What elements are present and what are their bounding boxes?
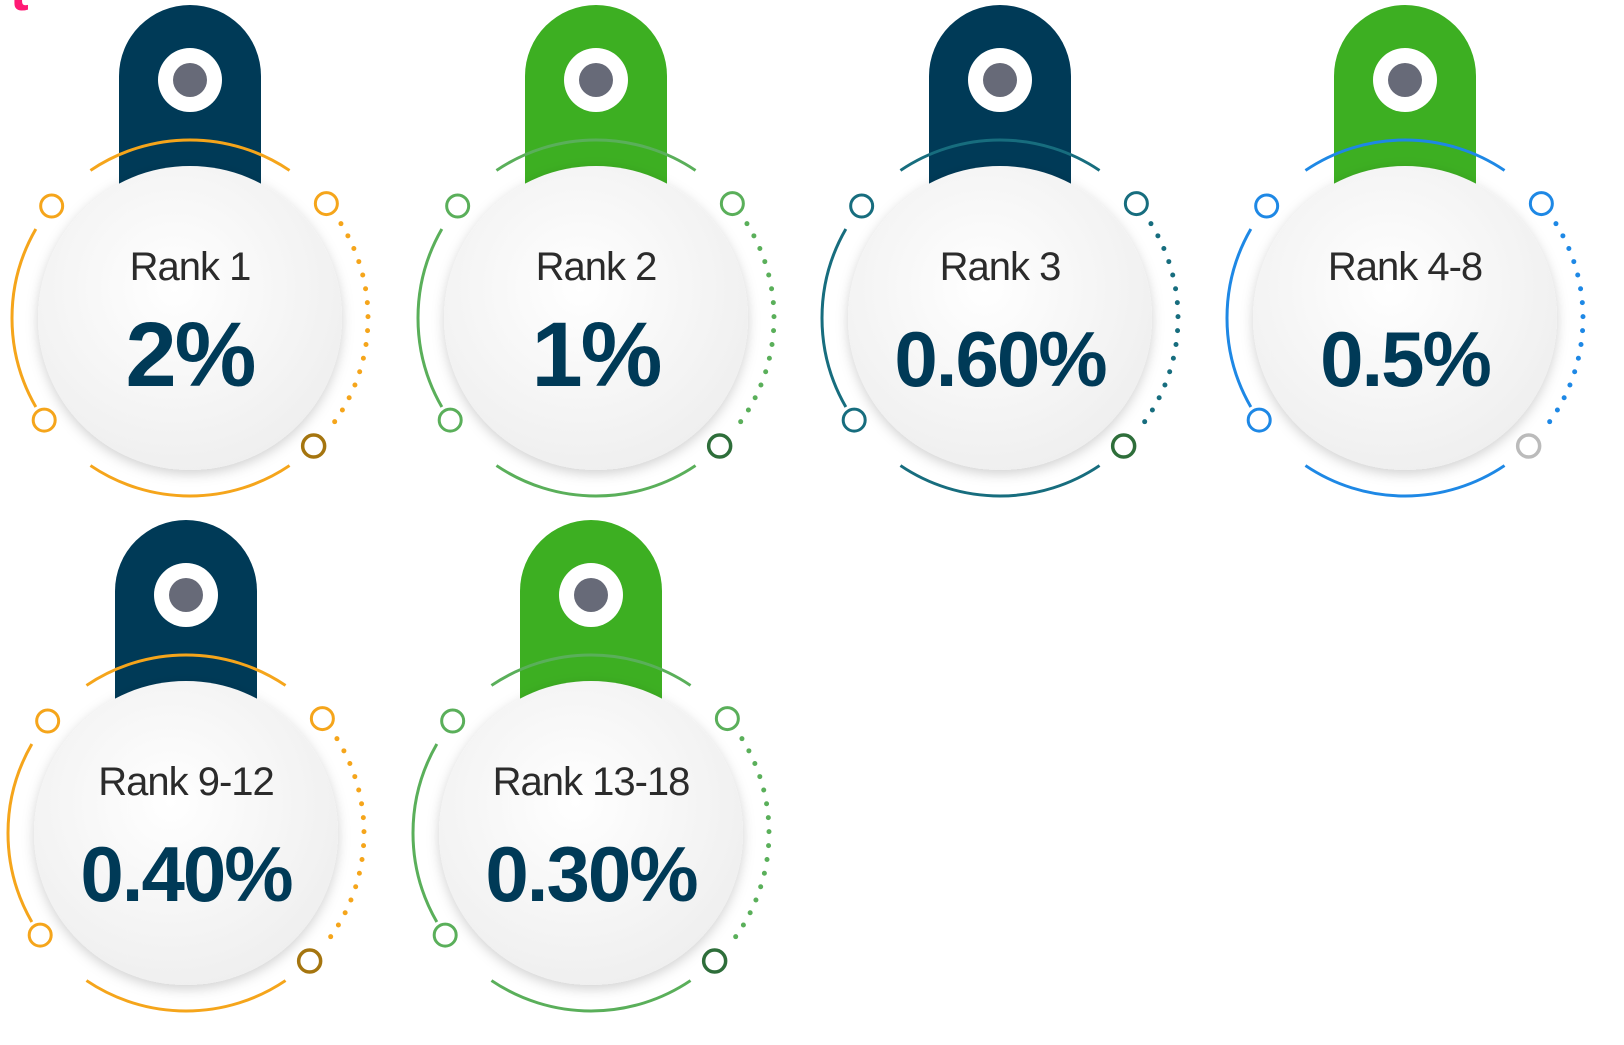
ring-arc [900,466,1099,496]
title-fragment: t [10,0,29,22]
ring-arc [413,744,437,922]
card: Rank 4-8 0.5% [1227,5,1583,496]
card-label: Rank 13-18 [493,760,690,804]
ring-node [1530,193,1552,215]
card: Rank 1 2% [12,5,368,496]
tab-hole-inner [169,578,203,612]
ring-node [1518,435,1540,457]
card: Rank 2 1% [418,5,774,496]
ring-node [1256,195,1278,217]
card-label: Rank 3 [940,245,1061,289]
card: Rank 3 0.60% [822,5,1178,496]
ring-arc [90,466,289,496]
ring-node [1113,435,1135,457]
ring-arc [418,229,442,407]
ring-node [716,708,738,730]
ring-node [315,193,337,215]
tab-hole-inner [1388,63,1422,97]
card-value: 2% [126,304,255,406]
ring-node [442,710,464,732]
card-label: Rank 9-12 [98,760,274,804]
card-label: Rank 1 [130,245,251,289]
card-label: Rank 4-8 [1328,245,1482,289]
ring-arc [8,744,32,922]
card-value: 0.5% [1320,315,1490,403]
ring-arc [822,229,846,407]
ring-arc [1227,229,1251,407]
card-value: 0.60% [894,315,1106,403]
card-value: 0.40% [80,830,292,918]
ring-arc [1305,466,1504,496]
tab-hole-inner [579,63,613,97]
ring-arc [496,466,695,496]
ring-node [843,409,865,431]
cards: Rank 12%Rank 21%Rank 30.60%Rank 4-80.5%R… [8,5,1583,1011]
card-value: 0.30% [485,830,697,918]
ring-node [721,193,743,215]
ring-node [851,195,873,217]
ring-node [709,435,731,457]
ring-node [29,924,51,946]
ring-node [299,950,321,972]
tab-hole-inner [574,578,608,612]
ring-node [1248,409,1270,431]
tab-hole-inner [173,63,207,97]
ring-arc [491,981,690,1011]
ring-node [447,195,469,217]
card-value: 1% [532,304,661,406]
ring-arc [86,981,285,1011]
tab-hole-inner [983,63,1017,97]
ring-node [41,195,63,217]
ring-node [303,435,325,457]
ring-node [311,708,333,730]
infographic: t Rank 1 2% Rank 2 1% Rank 3 0.60% Rank 4-8 0.5… [0,0,1624,1045]
ring-node [33,409,55,431]
ring-arc [12,229,36,407]
card: Rank 9-12 0.40% [8,520,364,1011]
card-label: Rank 2 [536,245,657,289]
ring-node [1125,193,1147,215]
ring-node [704,950,726,972]
ring-node [434,924,456,946]
ring-node [439,409,461,431]
ring-node [37,710,59,732]
page: t Rank 1 2% Rank 2 1% Rank 3 0.60% Rank 4-8 0.5… [0,0,1624,1045]
card: Rank 13-18 0.30% [413,520,769,1011]
